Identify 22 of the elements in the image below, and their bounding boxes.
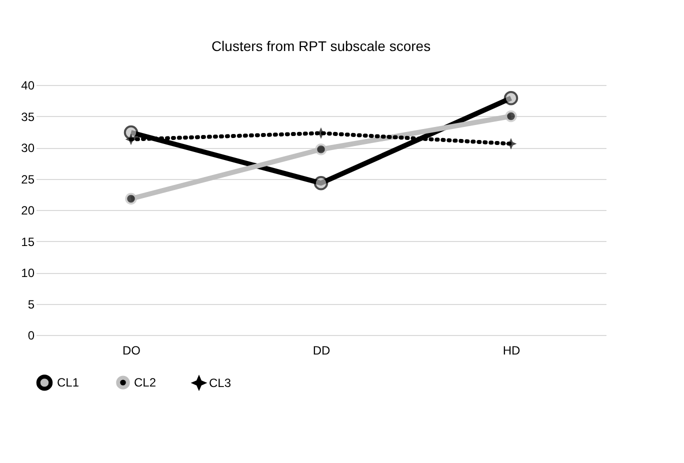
y-tick-label: 0: [28, 328, 35, 342]
y-tick-label: 35: [21, 110, 35, 124]
y-tick-label: 20: [21, 204, 35, 218]
point: [505, 110, 517, 122]
legend-label: CL2: [134, 376, 156, 390]
legend-label: CL3: [209, 376, 232, 390]
y-tick-label: 25: [21, 172, 35, 186]
chart-title: Clusters from RPT subscale scores: [211, 38, 431, 54]
y-tick-label: 15: [21, 234, 35, 249]
point: [125, 192, 137, 205]
y-tick-label: 5: [28, 297, 35, 312]
x-tick-label: DO: [122, 344, 140, 358]
point: [315, 144, 327, 156]
y-tick-label: 40: [21, 78, 35, 92]
y-tick-label: 10: [21, 266, 35, 280]
point: [124, 125, 138, 140]
x-tick-label: DD: [312, 344, 330, 358]
legend-label: CL1: [57, 376, 80, 390]
y-tick-label: 30: [21, 141, 35, 155]
x-tick-label: HD: [502, 344, 520, 358]
point: [314, 176, 328, 190]
point: [504, 91, 518, 106]
